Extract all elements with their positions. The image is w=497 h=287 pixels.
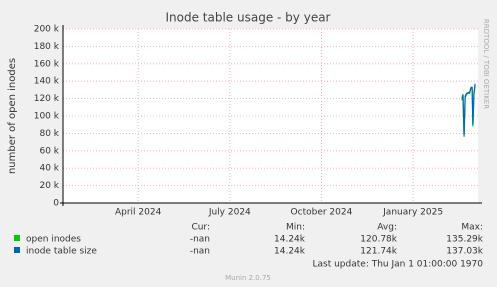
y-tick-label: 0: [53, 199, 59, 209]
y-tick-label: 200 k: [34, 25, 60, 35]
summary-header: Min:: [286, 223, 305, 233]
footer: Last update: Thu Jan 1 01:00:00 1970: [313, 260, 484, 270]
y-tick-label: 60 k: [39, 146, 59, 156]
y-tick-label: 20 k: [39, 181, 59, 191]
y-tick-label: 180 k: [34, 42, 60, 52]
y-tick-label: 80 k: [39, 129, 59, 139]
legend-label: open inodes: [26, 235, 81, 245]
summary-value: 120.78k: [360, 235, 397, 245]
legend-label: inode table size: [26, 247, 97, 257]
summary-value: 137.03k: [446, 247, 483, 257]
legend-swatch: [14, 235, 20, 241]
y-axis-label: number of open inodes: [7, 58, 18, 174]
series-line: [461, 83, 476, 136]
summary-value: 14.24k: [274, 235, 306, 245]
summary-value: -nan: [190, 235, 210, 245]
watermark: RRDTOOL / TOBI OETIKER: [482, 19, 490, 109]
y-tick-label: 40 k: [39, 164, 59, 174]
summary-header: Avg:: [377, 223, 397, 233]
x-tick-label: July 2024: [208, 208, 251, 218]
summary-value: 14.24k: [274, 247, 306, 257]
summary-header: Max:: [461, 223, 483, 233]
summary-value: 121.74k: [360, 247, 397, 257]
chart-title: Inode table usage - by year: [166, 11, 331, 25]
x-tick-label: October 2024: [291, 208, 353, 218]
y-tick-label: 120 k: [34, 94, 60, 104]
credit: Munin 2.0.75: [225, 274, 271, 282]
x-tick-label: January 2025: [382, 208, 443, 218]
x-tick-label: April 2024: [115, 208, 162, 218]
y-tick-label: 140 k: [34, 77, 60, 87]
summary-value: 135.29k: [446, 235, 483, 245]
summary-header: Cur:: [191, 223, 210, 233]
summary-value: -nan: [190, 247, 210, 257]
y-tick-label: 160 k: [34, 59, 60, 69]
y-tick-label: 100 k: [34, 112, 60, 122]
legend-swatch: [14, 247, 20, 253]
